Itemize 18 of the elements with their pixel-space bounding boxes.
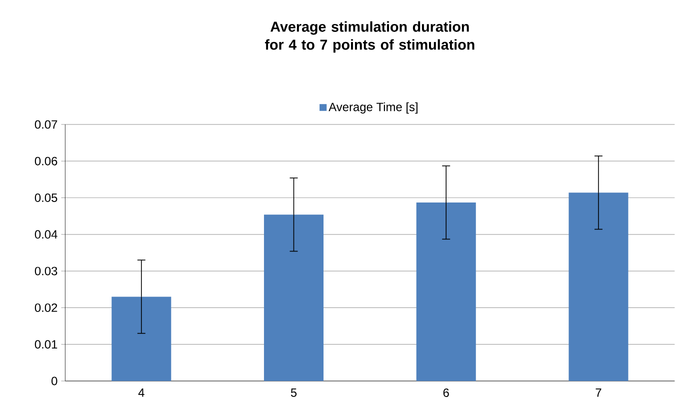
bar <box>112 296 172 382</box>
y-tick-label: 0.07 <box>34 120 58 129</box>
y-tick-label: 0.04 <box>34 230 58 239</box>
y-tick-label: 0 <box>52 376 58 386</box>
bar <box>264 214 324 382</box>
x-tick-label: 4 <box>138 388 144 397</box>
y-tick-label: 0.03 <box>34 266 58 276</box>
legend-label: Average Time [s] <box>328 102 418 114</box>
y-tick-label: 0.06 <box>34 156 58 166</box>
y-tick-label: 0.01 <box>34 340 58 349</box>
chart-title: Average stimulation duration for 4 to 7 points of stimulation <box>264 21 474 53</box>
bar <box>416 202 476 382</box>
x-tick-label: 5 <box>290 388 297 397</box>
x-tick-label: 7 <box>596 388 602 397</box>
x-tick-label: 6 <box>443 388 449 397</box>
bar <box>568 192 628 382</box>
y-tick-label: 0.05 <box>34 194 58 202</box>
y-tick-label: 0.02 <box>34 304 58 312</box>
